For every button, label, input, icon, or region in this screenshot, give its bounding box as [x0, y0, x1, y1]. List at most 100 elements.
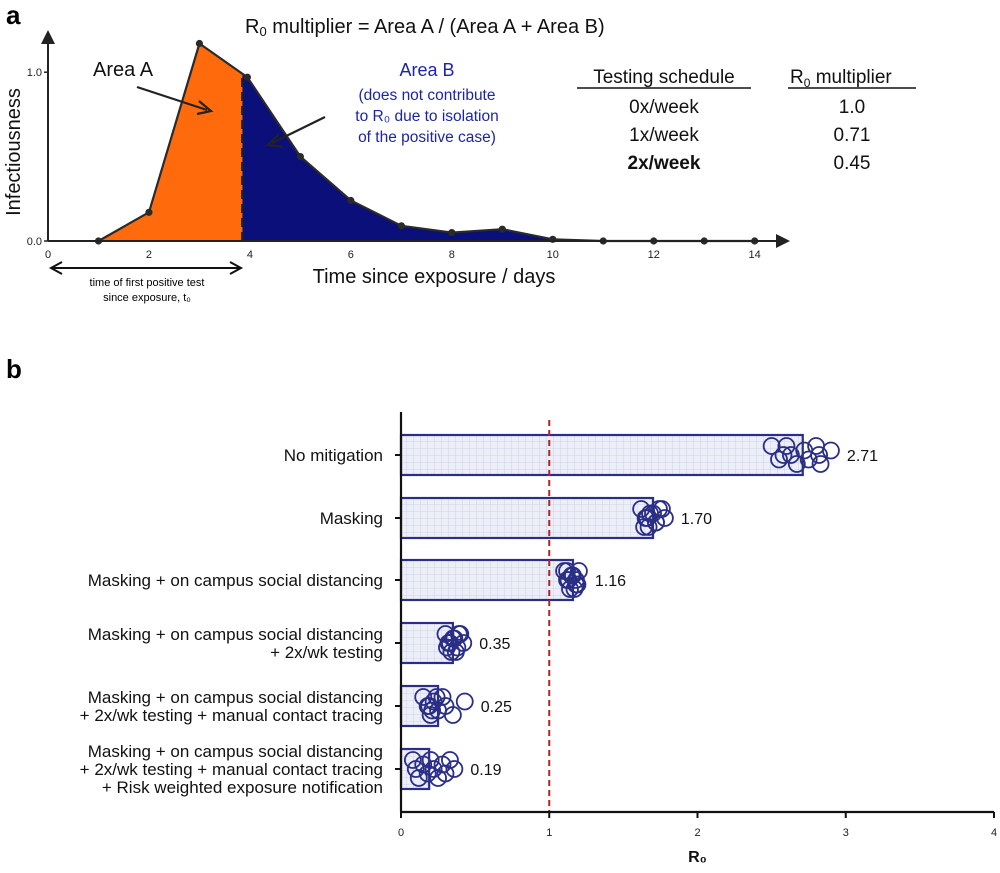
- panel-b-label: b: [6, 354, 22, 384]
- tp-note-line: time of first positive test: [90, 277, 205, 289]
- area-b-note-line: to R₀ due to isolation: [355, 108, 498, 125]
- replicate-point: [558, 562, 576, 580]
- x-tick-label: 2: [146, 249, 152, 261]
- replicate-point: [777, 437, 796, 455]
- area-a-label: Area A: [93, 59, 154, 81]
- y-axis-label: Infectiousness: [3, 88, 25, 216]
- replicate-point: [436, 764, 455, 783]
- area-a-arrow: [136, 85, 214, 116]
- data-point: [145, 208, 153, 216]
- value-label: 0.19: [470, 762, 501, 779]
- y-axis-arrowhead: [41, 30, 55, 44]
- replicate-point: [822, 441, 840, 460]
- replicate-point: [787, 455, 806, 473]
- tp-note-line: since exposure, t₀: [103, 292, 191, 304]
- category-label: + 2x/wk testing: [270, 643, 383, 662]
- category-label: No mitigation: [284, 446, 383, 465]
- table-multiplier-cell: 0.45: [834, 153, 871, 174]
- replicate-point: [770, 450, 788, 469]
- category-label: + 2x/wk testing + manual contact tracing: [80, 706, 383, 725]
- category-label: + 2x/wk testing + manual contact tracing: [80, 760, 383, 779]
- replicate-point: [443, 629, 462, 648]
- replicate-point: [409, 769, 428, 787]
- x-tick-label: 12: [648, 249, 660, 261]
- data-point: [397, 222, 405, 230]
- category-label: Masking + on campus social distancing: [88, 571, 383, 590]
- x-tick-label: 14: [749, 249, 761, 261]
- x-tick-label: 6: [348, 249, 354, 261]
- category-label: + Risk weighted exposure notification: [102, 778, 383, 797]
- area-b-note-line: of the positive case): [358, 129, 496, 146]
- x-tick-label: 1: [546, 827, 552, 839]
- category-label: Masking + on campus social distancing: [88, 625, 383, 644]
- x-tick-label: 3: [843, 827, 849, 839]
- replicate-point: [445, 760, 464, 778]
- y-tick-label: 0.0: [27, 236, 42, 248]
- data-point: [347, 196, 355, 205]
- replicate-point: [418, 764, 437, 783]
- x-axis-arrowhead: [776, 234, 790, 248]
- area-b-arrow: [265, 116, 326, 149]
- bar: [399, 433, 804, 477]
- data-point: [195, 39, 204, 48]
- replicate-point: [441, 751, 459, 769]
- data-point: [498, 225, 506, 233]
- table-schedule-cell: 1x/week: [629, 125, 699, 146]
- replicate-point: [811, 455, 830, 473]
- replicate-point: [632, 500, 651, 518]
- replicate-point: [562, 566, 581, 585]
- infectiousness-chart: 0 2 4 6 8 10 12 14 0.0 1.0 Time since exposure / d…: [3, 30, 790, 288]
- replicate-point: [781, 446, 800, 464]
- replicate-point: [443, 706, 462, 724]
- area-b-note-line: (does not contribute: [358, 87, 495, 104]
- formula-text: R0 multiplier = Area A / (Area A + Area …: [245, 16, 605, 39]
- replicate-point: [762, 437, 781, 455]
- x-tick-label: 4: [247, 249, 253, 261]
- x-tick-label: 8: [449, 249, 455, 261]
- x-axis-label: R₀: [688, 849, 707, 866]
- x-axis-label: Time since exposure / days: [313, 266, 556, 288]
- value-label: 0.25: [481, 699, 512, 716]
- replicate-point: [638, 509, 656, 527]
- x-tick-label: 0: [398, 827, 404, 839]
- category-label: Masking + on campus social distancing: [88, 742, 383, 761]
- replicate-point: [567, 571, 585, 589]
- replicate-point: [455, 692, 474, 711]
- x-tick-label: 4: [991, 827, 997, 839]
- replicate-point: [420, 697, 439, 715]
- replicate-point: [641, 504, 659, 523]
- table-multiplier-cell: 0.71: [834, 125, 871, 146]
- replicate-point: [565, 580, 584, 598]
- replicate-point: [424, 760, 443, 778]
- value-label: 1.70: [681, 511, 712, 528]
- x-tick-label: 0: [45, 249, 51, 261]
- panel-a-label: a: [6, 0, 21, 30]
- data-point: [448, 228, 456, 237]
- value-label: 2.71: [847, 448, 878, 465]
- y-tick-label: 1.0: [27, 67, 42, 79]
- tp-annotation: time of first positive test since exposu…: [48, 261, 244, 304]
- r0-bar-chart: 2.71 No mitigation 1.70 Masking 1.16 Masking …: [80, 412, 997, 866]
- replicate-point: [438, 638, 456, 657]
- replicate-point: [403, 751, 422, 769]
- testing-schedule-table: Testing schedule R0 multiplier 0x/week 1.…: [577, 67, 916, 174]
- bar: [399, 496, 655, 540]
- x-tick-label: 2: [694, 827, 700, 839]
- area-b-label: Area B: [399, 60, 454, 80]
- replicate-point: [433, 688, 452, 706]
- table-header-multiplier: R0 multiplier: [790, 67, 892, 90]
- replicate-point: [423, 701, 442, 720]
- replicate-point: [559, 571, 578, 589]
- value-label: 0.35: [479, 636, 510, 653]
- bar: [399, 558, 575, 602]
- replicate-point: [810, 446, 828, 464]
- replicate-point: [774, 446, 793, 464]
- x-tick-label: 10: [547, 249, 559, 261]
- replicate-point: [442, 643, 461, 661]
- replicate-point: [653, 500, 671, 518]
- category-label: Masking: [320, 509, 383, 528]
- table-header-schedule: Testing schedule: [593, 67, 735, 88]
- replicate-point: [449, 625, 468, 643]
- table-schedule-cell: 0x/week: [629, 97, 699, 118]
